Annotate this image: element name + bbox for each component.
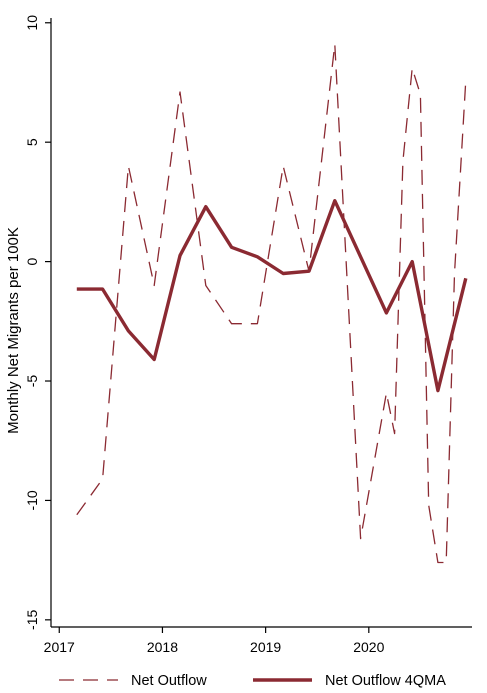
axes <box>50 18 472 628</box>
x-tick-label: 2018 <box>147 639 178 655</box>
x-tick-label: 2020 <box>353 639 384 655</box>
y-tick-label: -5 <box>24 375 40 388</box>
legend: Net Outflow Net Outflow 4QMA <box>59 673 446 689</box>
y-axis-ticks: 10 5 0 -5 -10 -15 <box>24 15 51 630</box>
y-tick-label: 5 <box>24 138 40 146</box>
y-tick-label: 0 <box>24 257 40 265</box>
x-axis-ticks: 2017 2018 2019 2020 <box>44 627 385 655</box>
y-tick-label: -15 <box>24 610 40 630</box>
series-layer <box>76 43 468 564</box>
net-outflow-4qma-line <box>76 198 468 393</box>
legend-label: Net Outflow <box>131 673 207 689</box>
x-tick-label: 2017 <box>44 639 75 655</box>
y-tick-label: 10 <box>24 15 40 31</box>
legend-label: Net Outflow 4QMA <box>325 673 446 689</box>
series-net-outflow-4qma <box>76 198 468 393</box>
y-tick-label: -10 <box>24 490 40 510</box>
net-outflow-line <box>76 43 467 564</box>
x-tick-label: 2019 <box>250 639 281 655</box>
series-net-outflow <box>76 43 467 564</box>
y-axis-title: Monthly Net Migrants per 100K <box>5 227 22 434</box>
